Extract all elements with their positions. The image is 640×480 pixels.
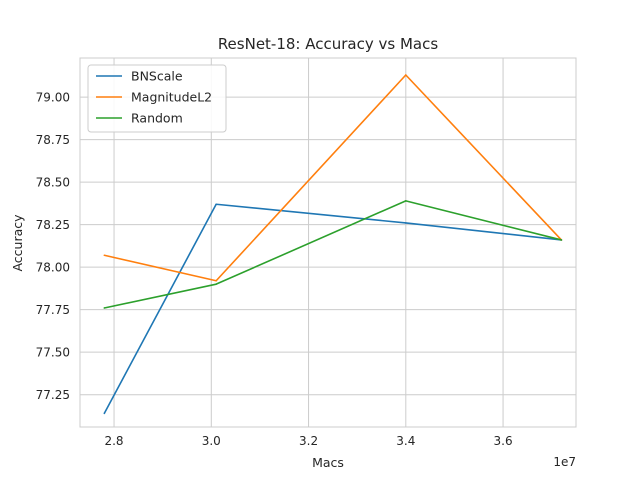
x-axis-label: Macs: [312, 455, 344, 470]
legend-label: Random: [131, 111, 183, 126]
series-lines: [103, 74, 563, 415]
x-tick-label: 3.6: [494, 434, 513, 448]
legend-label: MagnitudeL2: [131, 90, 212, 105]
x-axis-ticks: 2.8 3.0 3.2 3.4 3.6: [104, 434, 512, 448]
y-tick-label: 78.25: [36, 218, 70, 232]
legend-box: [87, 64, 227, 133]
data-point: [103, 307, 106, 309]
series-line-magnitudel2: [104, 74, 562, 282]
y-tick-label: 77.50: [36, 346, 70, 360]
series-line-random: [104, 200, 562, 309]
x-tick-label: 3.0: [202, 434, 221, 448]
y-tick-label: 78.50: [36, 176, 70, 190]
data-point: [215, 283, 217, 285]
data-point: [405, 74, 407, 76]
x-tick-label: 2.8: [104, 434, 123, 448]
x-tick-label: 3.4: [396, 434, 415, 448]
data-point: [215, 203, 217, 206]
y-tick-label: 79.00: [36, 91, 70, 105]
series-line-bnscale: [103, 203, 562, 414]
legend-label: BNScale: [131, 69, 183, 84]
data-point: [103, 254, 106, 257]
y-tick-label: 77.75: [36, 303, 70, 317]
x-tick-label: 3.2: [299, 434, 318, 448]
legend: BNScale MagnitudeL2 Random: [87, 64, 227, 133]
plot-frame: [79, 57, 577, 428]
data-point: [560, 239, 563, 241]
data-point: [103, 412, 106, 415]
y-tick-label: 77.25: [36, 388, 70, 402]
data-point: [405, 222, 407, 224]
y-tick-label: 78.75: [36, 133, 70, 147]
chart-title: ResNet-18: Accuracy vs Macs: [218, 35, 439, 53]
data-point: [405, 200, 407, 202]
y-axis-label: Accuracy: [10, 214, 25, 272]
x-axis-offset-label: 1e7: [553, 455, 576, 469]
y-tick-label: 78.00: [36, 261, 70, 275]
data-point: [215, 279, 217, 282]
y-axis-ticks: 77.25 77.50 77.75 78.00 78.25 78.50 78.75 79.00: [36, 91, 70, 403]
